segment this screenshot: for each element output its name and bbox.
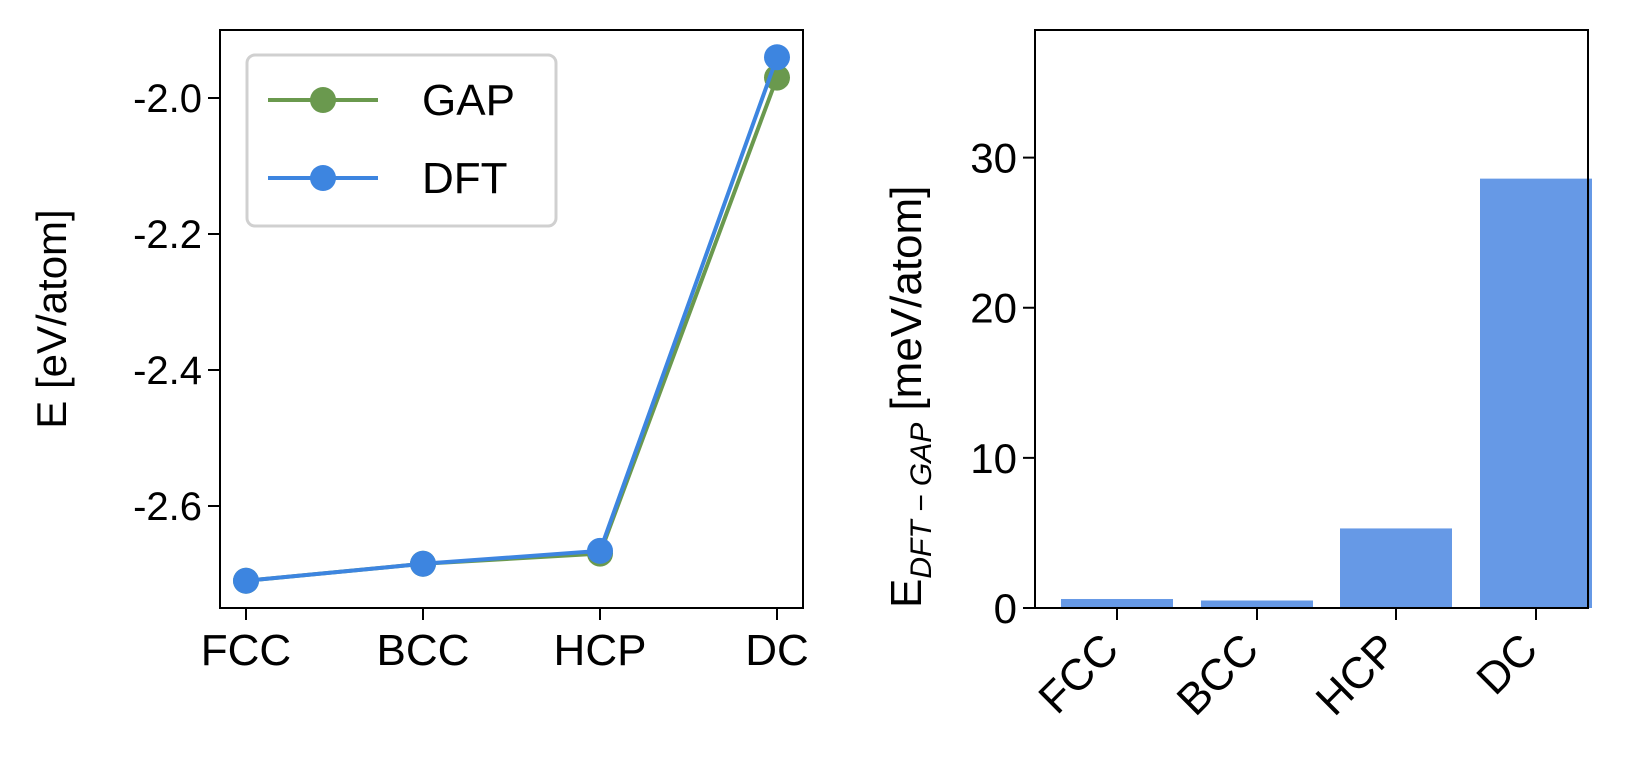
line-chart-x-axis: FCC BCC HCP DC (201, 608, 809, 675)
bar-dc (1480, 178, 1592, 608)
bar-chart-bars (1061, 178, 1592, 608)
line-chart-y-tick-label: -2.0 (133, 77, 202, 121)
bar-chart-y-label: EDFT − GAP [meV/atom] (882, 186, 938, 608)
line-chart-x-tick-label: FCC (201, 626, 291, 675)
bar-chart-x-tick-label: DC (1467, 624, 1547, 704)
legend-items: GAP DFT (268, 76, 515, 203)
bar-chart-x-tick-label: BCC (1168, 624, 1268, 724)
line-chart-y-tick-label: -2.2 (133, 213, 202, 257)
line-chart-y-tick-label: -2.4 (133, 349, 202, 393)
bar-chart-panel: 0 10 20 30 FCC BCC HCP DC EDFT − GAP [meV/atom… (882, 29, 1592, 725)
bar-chart-frame (1034, 29, 1589, 609)
bar-chart-x-tick-label: FCC (1029, 624, 1128, 723)
bar-hcp (1340, 528, 1452, 608)
line-chart-y-label: E [eV/atom] (28, 209, 75, 428)
legend-label-dft: DFT (422, 154, 508, 203)
line-chart-y-tick-label: -2.6 (133, 485, 202, 529)
data-point-dft (764, 44, 790, 71)
data-point-dft (233, 567, 259, 594)
data-point-dft (587, 537, 613, 564)
series-line-dft (245, 56, 779, 583)
line-chart-x-tick-label: BCC (377, 626, 470, 675)
line-chart-x-tick-label: HCP (554, 626, 647, 675)
bar-chart-x-axis: FCC BCC HCP DC (1029, 608, 1547, 725)
bar-chart-y-label-unit: [meV/atom] (882, 186, 931, 423)
bar-chart-y-axis: 0 10 20 30 (970, 135, 1035, 632)
bar-chart-x-tick-label: HCP (1307, 624, 1407, 724)
bar-chart-y-label-subscript: DFT − GAP (905, 423, 938, 579)
bar-chart-y-tick-label: 30 (970, 135, 1017, 182)
data-point-dft (410, 550, 436, 577)
bar-chart-y-tick-label: 0 (994, 585, 1017, 632)
legend-marker-dft (310, 165, 336, 191)
legend-marker-gap (310, 87, 336, 113)
line-chart-panel: -2.0 -2.2 -2.4 -2.6 FCC BCC HCP DC E [eV/atom]… (28, 29, 809, 675)
bar-chart-y-tick-label: 20 (970, 285, 1017, 332)
legend-label-gap: GAP (422, 76, 515, 125)
bar-bcc (1201, 600, 1313, 608)
line-chart-series (233, 44, 790, 594)
bar-fcc (1061, 598, 1173, 608)
legend: GAP DFT (245, 53, 558, 228)
bar-chart-y-label-main: E (882, 579, 931, 608)
line-chart-frame (219, 29, 804, 609)
line-chart-y-axis: -2.0 -2.2 -2.4 -2.6 (133, 77, 220, 529)
line-chart-x-tick-label: DC (745, 626, 809, 675)
bar-chart-y-tick-label: 10 (970, 435, 1017, 482)
